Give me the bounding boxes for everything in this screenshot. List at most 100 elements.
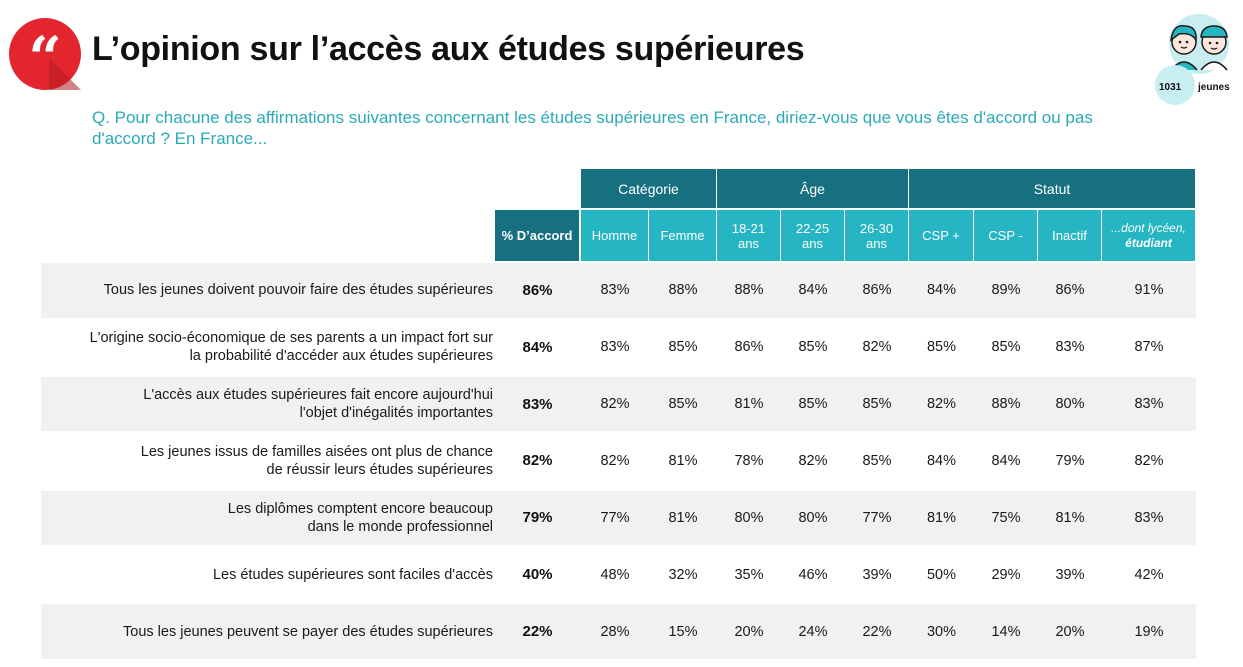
table-cell-text: 78% [734,452,764,469]
table-cell: 85% [781,377,845,432]
table-cell: 88% [974,377,1038,432]
table-cell-text: 42% [1134,566,1164,583]
table-cell-text: 84% [991,452,1021,469]
table-cell: 29% [974,548,1038,603]
table-cell-text: 22% [862,623,892,640]
table-cell: 85% [649,320,717,375]
table-cell-text: 82% [926,396,957,413]
table-cell-text: 80% [734,509,764,526]
sample-badge: 1031 jeunes [1155,10,1240,105]
accord-value-text: 79% [522,509,553,527]
group-header-text: Âge [800,180,825,197]
table-cell-text: 81% [1055,509,1085,526]
column-header-emphasis: étudiant [1125,235,1172,250]
table-cell-text: 82% [600,452,630,469]
table-cell: 81% [909,491,974,546]
table-cell-text: 85% [798,339,828,356]
badge-count: 1031 [1159,82,1182,93]
table-cell: 80% [1038,377,1102,432]
group-header-text: Statut [1033,180,1071,197]
column-header: ...dont lycéen, étudiant [1102,210,1195,261]
table-cell: 88% [717,263,781,318]
table-cell: 82% [845,320,909,375]
table-cell: 77% [581,491,649,546]
table-cell-text: 81% [668,452,698,469]
table-cell-text: 85% [798,396,828,413]
table-cell-text: 85% [991,339,1021,356]
table-cell-text: 82% [1134,452,1164,469]
page-title: L’opinion sur l’accès aux études supérie… [92,30,805,68]
table-cell: 81% [649,434,717,489]
table-cell-text: 88% [668,282,698,299]
row-statement: Les jeunes issus de familles aisées ont … [41,434,493,489]
table-cell-text: 77% [862,509,892,526]
table-cell-text: 79% [1055,452,1085,469]
table-cell: 83% [1102,491,1196,546]
table-cell: 85% [649,377,717,432]
row-statement: L'origine socio-économique de ses parent… [41,320,493,375]
group-header-text: Catégorie [618,180,679,197]
table-cell: 81% [1038,491,1102,546]
table-cell-text: 30% [926,623,957,640]
column-header: Inactif [1038,210,1101,261]
table-cell: 85% [845,377,909,432]
accord-value: 79% [495,491,580,546]
accord-value-text: 40% [522,566,553,584]
column-header-text: CSP - [988,228,1023,243]
table-cell: 81% [717,377,781,432]
row-statement-text: L'origine socio-économique de ses parent… [89,330,493,365]
table-cell-text: 84% [926,282,957,299]
table-cell: 89% [974,263,1038,318]
badge-label: jeunes [1198,82,1230,93]
table-cell: 83% [1102,377,1196,432]
accord-value: 40% [495,548,580,603]
table-cell: 84% [909,263,974,318]
table-cell: 20% [717,604,781,659]
table-cell-text: 80% [798,509,828,526]
table-cell: 84% [781,263,845,318]
column-header: Femme [649,210,716,261]
table-cell: 85% [974,320,1038,375]
table-cell-text: 20% [734,623,764,640]
table-cell: 28% [581,604,649,659]
table-cell-text: 20% [1055,623,1085,640]
table-cell: 77% [845,491,909,546]
row-stripe [41,490,1196,546]
table-cell: 85% [781,320,845,375]
table-cell-text: 50% [926,566,957,583]
group-header: Statut [909,169,1195,208]
table-cell: 24% [781,604,845,659]
table-cell: 42% [1102,548,1196,603]
accord-value: 84% [495,320,580,375]
accord-value-text: 82% [522,452,553,470]
table-cell: 84% [974,434,1038,489]
table-cell: 82% [581,377,649,432]
table-cell-text: 86% [734,339,764,356]
table-cell: 14% [974,604,1038,659]
row-statement: Tous les jeunes doivent pouvoir faire de… [41,263,493,318]
table-cell-text: 81% [734,396,764,413]
table-cell-text: 82% [600,396,630,413]
table-cell-text: 46% [798,566,828,583]
table-cell: 79% [1038,434,1102,489]
table-cell-text: 81% [926,509,957,526]
table-cell-text: 86% [1055,282,1085,299]
table-cell-text: 83% [1055,339,1085,356]
column-header: 26-30 ans [845,210,908,261]
quote-icon: “ [9,18,81,92]
row-statement: Les études supérieures sont faciles d'ac… [41,548,493,603]
table-cell-text: 87% [1134,339,1164,356]
column-header-text: 18-21 ans [731,220,766,251]
table-cell-text: 88% [991,396,1021,413]
accord-header-text: % D’accord [501,228,573,243]
column-header-text: Femme [660,228,705,243]
table-cell-text: 28% [600,623,630,640]
table-cell: 19% [1102,604,1196,659]
column-header-text: 26-30 ans [859,220,894,251]
group-header: Âge [717,169,908,208]
column-header-text: ...dont lycéen, étudiant [1111,220,1186,250]
table-cell-text: 86% [862,282,892,299]
accord-value: 22% [495,604,580,659]
table-cell: 15% [649,604,717,659]
table-cell: 83% [581,320,649,375]
